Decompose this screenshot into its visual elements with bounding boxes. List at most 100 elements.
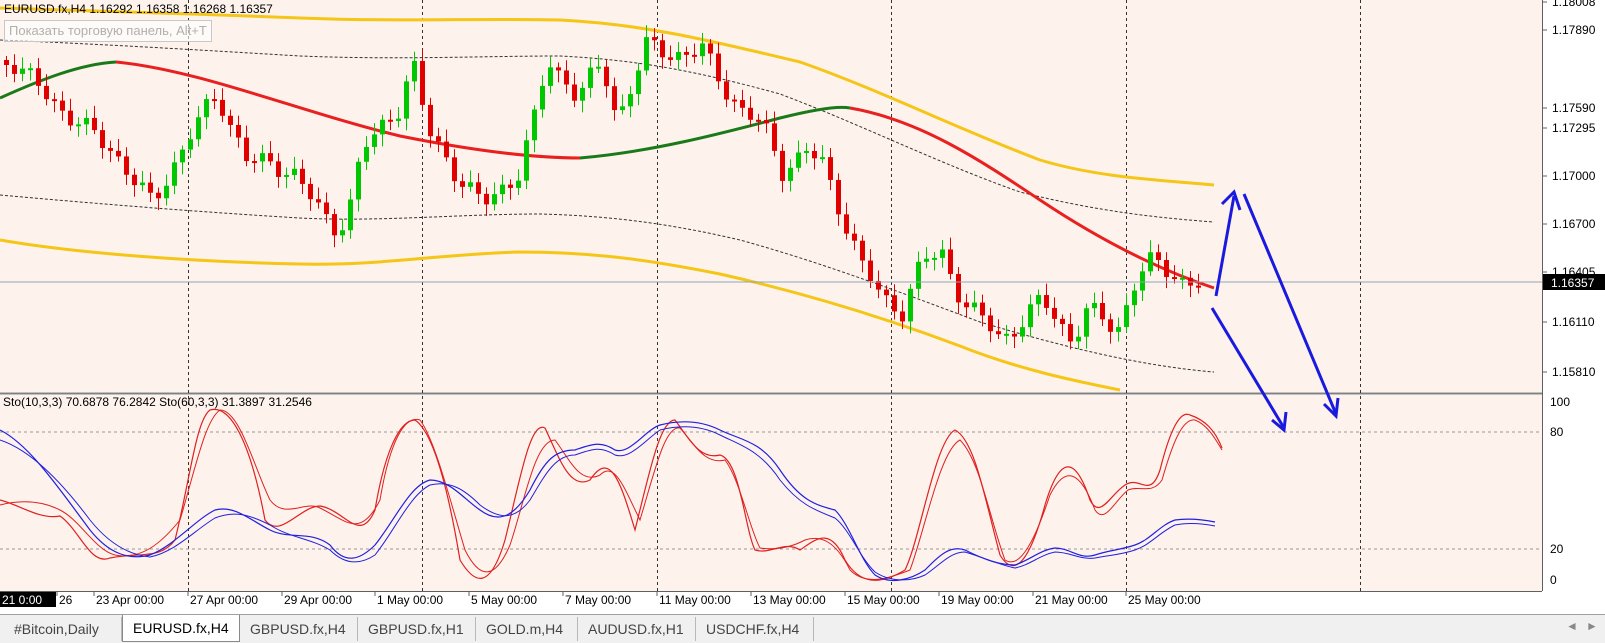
bull-candle[interactable]	[468, 182, 473, 187]
bear-candle[interactable]	[268, 153, 273, 162]
bull-candle[interactable]	[412, 60, 417, 82]
bull-candle[interactable]	[356, 161, 361, 200]
bear-candle[interactable]	[876, 280, 881, 290]
bear-candle[interactable]	[692, 54, 697, 57]
arrow-down-short-line[interactable]	[1210, 307, 1286, 429]
bear-candle[interactable]	[60, 100, 65, 111]
bear-candle[interactable]	[812, 150, 817, 159]
bull-candle[interactable]	[916, 261, 921, 289]
bull-candle[interactable]	[284, 174, 289, 177]
bull-candle[interactable]	[580, 87, 585, 101]
bull-candle[interactable]	[628, 94, 633, 107]
oscillator-pane[interactable]	[0, 395, 1542, 591]
bull-candle[interactable]	[396, 118, 401, 121]
bear-candle[interactable]	[132, 174, 137, 186]
bull-candle[interactable]	[548, 67, 553, 86]
bear-candle[interactable]	[1012, 333, 1017, 337]
bear-candle[interactable]	[556, 67, 561, 71]
bear-candle[interactable]	[52, 99, 57, 102]
bull-candle[interactable]	[180, 149, 185, 163]
trade-panel-hint[interactable]: Показать торговую панель, Alt+T	[4, 20, 212, 42]
bear-candle[interactable]	[572, 84, 577, 101]
bear-candle[interactable]	[148, 182, 153, 193]
bear-candle[interactable]	[964, 302, 969, 308]
bear-candle[interactable]	[948, 249, 953, 274]
bear-candle[interactable]	[236, 124, 241, 138]
bull-candle[interactable]	[372, 134, 377, 147]
bull-candle[interactable]	[820, 157, 825, 160]
drawn-arrows[interactable]	[1210, 189, 1340, 433]
bull-candle[interactable]	[140, 182, 145, 186]
bear-candle[interactable]	[836, 179, 841, 215]
bull-candle[interactable]	[1004, 333, 1009, 336]
bear-candle[interactable]	[844, 214, 849, 234]
bull-candle[interactable]	[700, 43, 705, 57]
bull-candle[interactable]	[940, 249, 945, 258]
bear-candle[interactable]	[12, 65, 17, 74]
tab-usdchf-h4[interactable]: USDCHF.fx,H4	[696, 617, 814, 641]
bear-candle[interactable]	[740, 100, 745, 108]
bear-candle[interactable]	[884, 289, 889, 296]
bear-candle[interactable]	[116, 150, 121, 157]
bull-candle[interactable]	[492, 194, 497, 205]
bear-candle[interactable]	[212, 99, 217, 102]
bull-candle[interactable]	[76, 124, 81, 127]
tab-audusd-h1[interactable]: AUDUSD.fx,H1	[578, 617, 696, 641]
bull-candle[interactable]	[596, 66, 601, 69]
bull-candle[interactable]	[404, 81, 409, 119]
bear-candle[interactable]	[100, 130, 105, 149]
bull-candle[interactable]	[1028, 304, 1033, 328]
bear-candle[interactable]	[428, 104, 433, 137]
bull-candle[interactable]	[540, 85, 545, 110]
bear-candle[interactable]	[996, 331, 1001, 335]
bull-candle[interactable]	[788, 167, 793, 181]
bull-candle[interactable]	[84, 117, 89, 125]
bear-candle[interactable]	[460, 181, 465, 187]
bull-candle[interactable]	[524, 140, 529, 181]
bear-candle[interactable]	[1164, 260, 1169, 278]
bear-candle[interactable]	[436, 136, 441, 142]
bear-candle[interactable]	[276, 161, 281, 177]
tab-eurusd-h4[interactable]: EURUSD.fx,H4	[122, 615, 240, 642]
bear-candle[interactable]	[684, 51, 689, 55]
bear-candle[interactable]	[1108, 319, 1113, 332]
bull-candle[interactable]	[364, 146, 369, 162]
bear-candle[interactable]	[36, 68, 41, 86]
bear-candle[interactable]	[956, 273, 961, 303]
bull-candle[interactable]	[636, 70, 641, 95]
bear-candle[interactable]	[660, 40, 665, 58]
bear-candle[interactable]	[1044, 295, 1049, 308]
bull-candle[interactable]	[972, 302, 977, 308]
bear-candle[interactable]	[852, 233, 857, 241]
bear-candle[interactable]	[444, 141, 449, 158]
bear-candle[interactable]	[388, 119, 393, 122]
chart-area[interactable]: EURUSD.fx,H4 1.16292 1.16358 1.16268 1.1…	[0, 0, 1605, 614]
bear-candle[interactable]	[1172, 277, 1177, 280]
bear-candle[interactable]	[772, 123, 777, 151]
bull-candle[interactable]	[500, 184, 505, 195]
price-pane[interactable]	[0, 0, 1542, 392]
bull-candle[interactable]	[1132, 290, 1137, 306]
bull-candle[interactable]	[516, 180, 521, 188]
bear-candle[interactable]	[156, 192, 161, 199]
bull-candle[interactable]	[588, 67, 593, 88]
bear-candle[interactable]	[860, 240, 865, 261]
bull-candle[interactable]	[260, 153, 265, 162]
bull-candle[interactable]	[924, 258, 929, 262]
bull-candle[interactable]	[1140, 271, 1145, 291]
bull-candle[interactable]	[292, 168, 297, 175]
bull-candle[interactable]	[1092, 303, 1097, 309]
bear-candle[interactable]	[756, 119, 761, 122]
bear-candle[interactable]	[1100, 303, 1105, 320]
bear-candle[interactable]	[452, 157, 457, 182]
bear-candle[interactable]	[324, 202, 329, 215]
bear-candle[interactable]	[564, 70, 569, 85]
bull-candle[interactable]	[644, 37, 649, 71]
bull-candle[interactable]	[1148, 252, 1153, 272]
bear-candle[interactable]	[220, 99, 225, 116]
bear-candle[interactable]	[4, 60, 9, 65]
bear-candle[interactable]	[308, 183, 313, 200]
tab-gold-h4[interactable]: GOLD.m,H4	[476, 617, 578, 641]
bull-candle[interactable]	[1020, 327, 1025, 337]
bull-candle[interactable]	[1084, 308, 1089, 337]
